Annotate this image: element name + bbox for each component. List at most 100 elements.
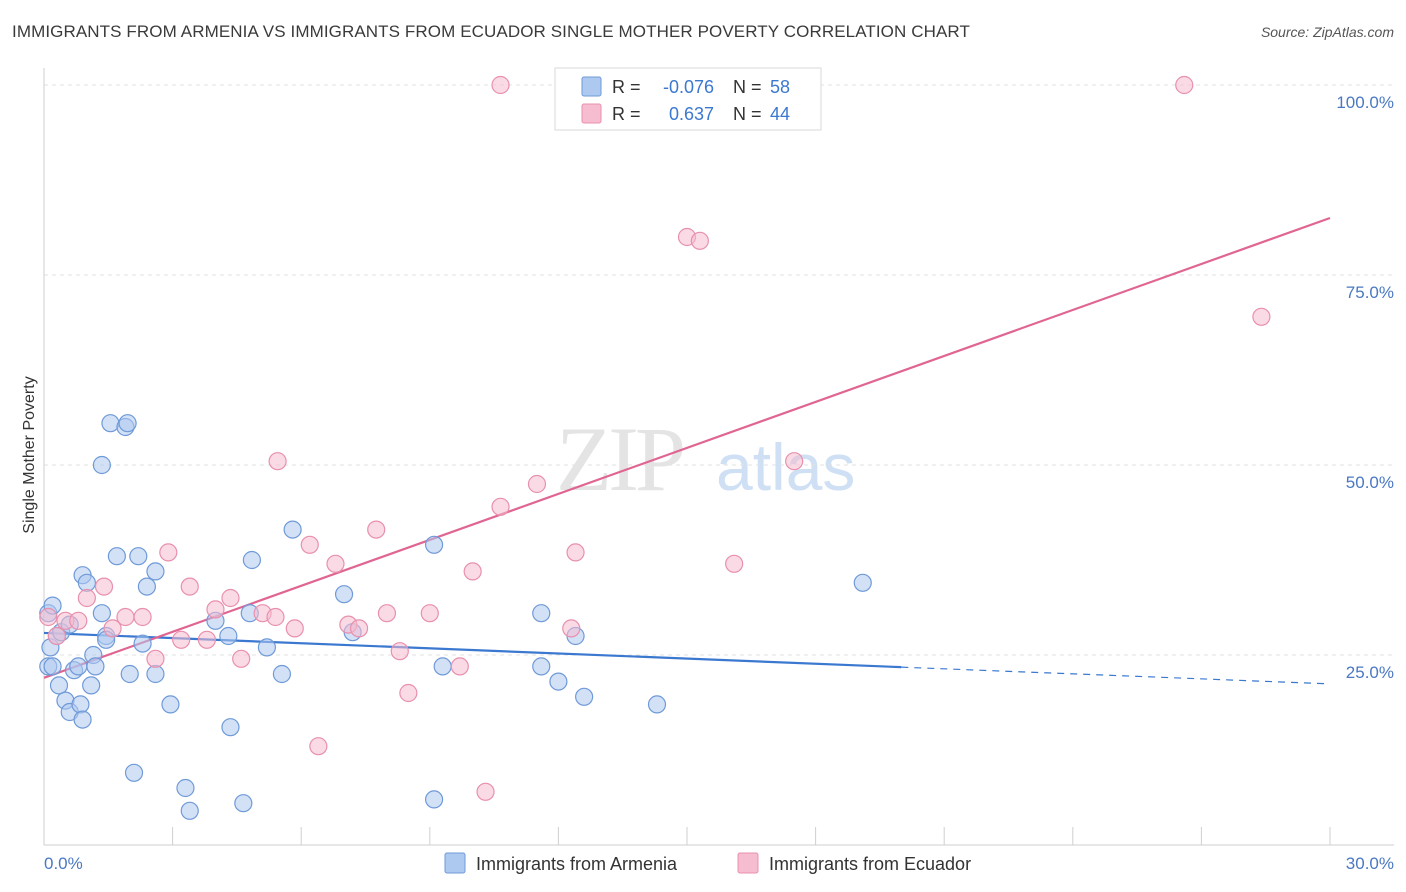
point-ecuador-12 [180,577,199,596]
point-armenia-57 [647,695,667,714]
bottom-legend-pink-swatch [737,852,759,874]
point-ecuador-6 [103,619,122,638]
trend-line-ecuador [43,216,1331,679]
point-ecuador-9 [146,649,165,668]
point-armenia-58 [853,573,872,592]
bottom-legend-blue-swatch [444,852,466,874]
point-armenia-52 [532,657,551,676]
point-armenia-35 [161,695,180,714]
point-armenia-32 [137,577,156,596]
point-ecuador-41 [725,554,744,573]
chart-title: IMMIGRANTS FROM ARMENIA VS IMMIGRANTS FR… [12,22,970,41]
data-points [39,75,1271,820]
point-armenia-41 [234,794,253,813]
point-ecuador-0 [39,607,58,627]
point-armenia-54 [549,672,568,691]
legend-pink-swatch [581,103,602,124]
point-ecuador-36 [527,474,547,494]
point-armenia-45 [272,664,292,684]
legend-pink-r-value: 0.637 [669,104,714,124]
point-ecuador-8 [133,607,152,627]
point-ecuador-35 [491,75,510,95]
point-armenia-47 [334,585,354,604]
x-tick-max: 30.0% [1346,854,1394,873]
point-ecuador-29 [399,683,418,703]
point-ecuador-28 [390,642,409,661]
point-ecuador-27 [377,604,397,623]
point-armenia-17 [82,676,101,695]
point-ecuador-21 [300,535,319,554]
x-tick-min: 0.0% [44,854,83,873]
point-armenia-30 [129,547,148,566]
legend-blue-r-value: -0.076 [663,77,714,97]
point-armenia-19 [86,657,105,676]
point-armenia-39 [219,626,238,646]
point-ecuador-14 [206,600,225,619]
point-ecuador-10 [159,543,178,562]
legend-blue-n-label: N = [733,77,762,97]
point-ecuador-15 [221,588,240,608]
point-armenia-34 [146,664,165,684]
legend-pink-n-value: 44 [770,104,790,124]
point-ecuador-44 [1252,307,1271,326]
bottom-legend-blue-label: Immigrants from Armenia [476,854,678,874]
point-armenia-51 [433,657,452,676]
point-ecuador-38 [566,543,585,562]
point-ecuador-7 [116,607,135,627]
point-armenia-53 [532,604,551,623]
point-ecuador-22 [309,737,328,756]
point-ecuador-1 [47,626,66,646]
point-ecuador-23 [326,554,345,573]
stats-legend: R = -0.076 N = 58 R = 0.637 N = 44 [554,67,822,131]
point-armenia-12 [69,657,88,676]
watermark-atlas: atlas [716,430,855,504]
trend-line-armenia-extension [901,666,1331,685]
watermark-zip: ZIP [556,408,683,510]
point-armenia-14 [73,710,92,729]
point-ecuador-26 [367,520,386,539]
point-armenia-28 [120,664,139,684]
legend-blue-r-label: R = [612,77,641,97]
point-armenia-16 [77,573,96,592]
point-ecuador-40 [690,231,709,250]
point-ecuador-30 [420,604,439,623]
y-tick-label-50: 50.0% [1346,473,1394,492]
point-armenia-29 [124,763,144,782]
legend-blue-swatch [581,76,602,97]
y-tick-label-100: 100.0% [1336,93,1394,112]
trend-lines [43,216,1331,685]
point-armenia-42 [242,550,262,570]
point-armenia-23 [101,414,120,433]
point-ecuador-13 [197,630,216,649]
y-tick-label-25: 25.0% [1346,663,1394,682]
axes: 25.0% 50.0% 75.0% 100.0% [43,68,1394,846]
point-ecuador-32 [463,562,482,581]
point-ecuador-25 [349,619,369,638]
point-ecuador-4 [77,588,96,608]
point-ecuador-18 [266,607,285,627]
point-armenia-49 [424,790,444,809]
point-armenia-13 [71,695,90,714]
series-legend: Immigrants from Armenia Immigrants from … [444,852,971,874]
bottom-legend-pink-label: Immigrants from Ecuador [769,854,971,874]
point-ecuador-11 [172,630,191,649]
point-ecuador-20 [285,619,304,638]
point-armenia-40 [221,718,240,737]
point-armenia-56 [575,687,594,706]
legend-blue-n-value: 58 [770,77,790,97]
point-armenia-27 [118,414,137,433]
point-ecuador-33 [476,782,495,801]
watermark: ZIP atlas [556,408,855,510]
point-armenia-24 [92,455,111,475]
gridlines [44,84,1394,656]
point-armenia-5 [43,657,62,676]
point-ecuador-31 [450,657,469,676]
point-armenia-44 [257,638,277,657]
point-ecuador-34 [491,497,510,516]
point-ecuador-19 [268,452,287,471]
source-label: Source: ZipAtlas.com [1260,24,1394,40]
y-axis-title: Single Mother Poverty [21,376,38,533]
y-tick-label-75: 75.0% [1346,283,1394,302]
point-ecuador-5 [94,577,114,596]
